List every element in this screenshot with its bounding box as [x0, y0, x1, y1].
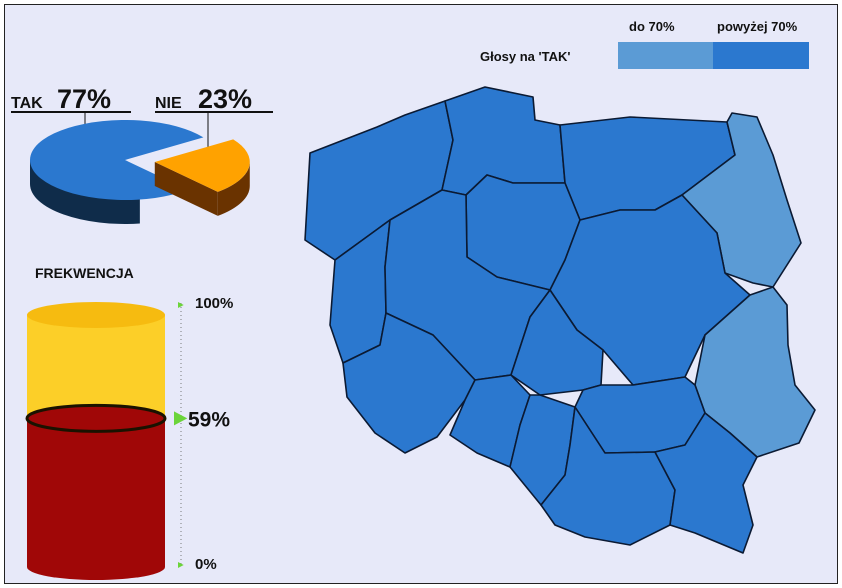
turnout-level-surface: [25, 403, 167, 433]
legend-entry-high-label: powyżej 70%: [717, 19, 798, 34]
turnout-value-label: 59%: [188, 408, 230, 431]
legend-swatch-low: [618, 42, 713, 69]
infographic-canvas: TAK 77% NIE 23% FREKWENCJA 100% 0% 59% d…: [11, 19, 816, 580]
poland-voivodeship-map: [304, 86, 816, 554]
no-name-label: NIE: [155, 95, 182, 112]
pie-slice-no-inner-side: [154, 161, 218, 216]
region-pomorskie: [441, 86, 566, 196]
legend-entry-low-label: do 70%: [629, 19, 675, 34]
yes-name-label: TAK: [11, 95, 43, 112]
region-podkarpackie: [654, 412, 758, 554]
legend-swatch-high: [713, 42, 809, 69]
turnout-title: FREKWENCJA: [35, 265, 134, 281]
turnout-value-marker: [174, 411, 188, 426]
legend-title: Głosy na 'TAK': [480, 49, 570, 64]
pie-slice-no-side: [217, 161, 250, 216]
turnout-empty-part: [27, 315, 165, 432]
pie-slice-no: [154, 139, 250, 192]
no-percent-label: 23%: [198, 84, 252, 114]
referendum-pie-chart: TAK 77% NIE 23%: [11, 84, 273, 225]
yes-percent-label: 77%: [57, 84, 111, 114]
turnout-cylinder-top: [27, 302, 165, 328]
turnout-chart: FREKWENCJA 100% 0% 59%: [25, 265, 233, 580]
turnout-tick-marker-0: [178, 562, 184, 568]
turnout-tick-0: 0%: [195, 556, 217, 573]
turnout-filled-part: [27, 418, 165, 580]
region-malopolskie: [540, 406, 676, 546]
turnout-tick-marker-100: [178, 302, 184, 308]
turnout-tick-100: 100%: [195, 295, 233, 312]
map-legend: do 70% powyżej 70% Głosy na 'TAK': [480, 19, 809, 69]
infographic-frame: TAK 77% NIE 23% FREKWENCJA 100% 0% 59% d…: [4, 4, 838, 584]
